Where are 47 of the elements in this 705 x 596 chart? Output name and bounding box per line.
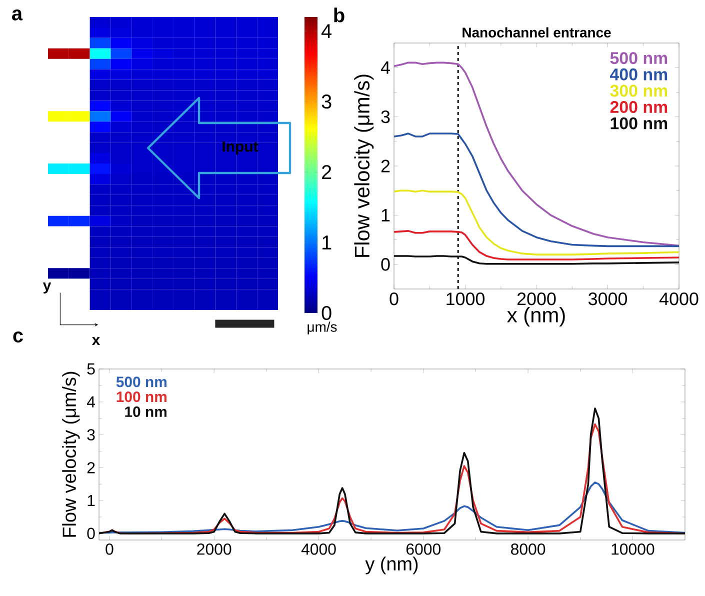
x-tick-label: 2000 [517, 292, 556, 306]
x-tick-label: 6000 [406, 544, 440, 555]
text: 200 nm [610, 101, 668, 114]
y-tick-label: 2 [381, 160, 390, 172]
text: 10 nm [125, 406, 166, 418]
color-bar-label: 1 [322, 236, 332, 250]
text: c [13, 332, 23, 342]
x-tick-label: 4000 [301, 544, 336, 555]
x-tick-label: 4000 [659, 292, 698, 306]
text: a [12, 10, 23, 20]
x-tick-label: 0 [106, 544, 114, 555]
y-tick-label: 4 [380, 61, 390, 74]
y-tick-label: 4 [86, 396, 96, 408]
y-axis-title: Flow velocity (μm/s) [354, 74, 374, 257]
text: 500 nm [116, 376, 166, 388]
x-tick-label: 8000 [511, 544, 546, 555]
y-tick-label: 3 [381, 110, 390, 124]
y-axis-title: Flow velocity (μm/s) [62, 372, 80, 537]
y-tick-label: 2 [87, 462, 95, 474]
text: 500 nm [610, 52, 668, 64]
y-tick-label: 1 [88, 495, 95, 506]
text: 100 nm [116, 392, 166, 402]
annotation: Input [222, 141, 258, 155]
chart-title: Nanochannel entrance [462, 27, 611, 38]
x-axis-title: x (nm) [507, 307, 565, 327]
color-bar-label: 0 [322, 306, 332, 320]
x-tick-label: 2000 [197, 544, 232, 555]
x-tick-label: 0 [390, 292, 398, 306]
y-tick-label: 1 [382, 209, 390, 222]
y-tick-label: 0 [87, 528, 95, 540]
text: x [92, 337, 100, 345]
text: 100 nm [610, 117, 668, 130]
y-tick-label: 3 [87, 429, 95, 440]
x-tick-label: 10000 [612, 544, 654, 555]
text: 400 nm [610, 68, 668, 80]
y-tick-label: 5 [87, 363, 95, 375]
x-tick-label: 1000 [446, 292, 484, 306]
annotation: y [42, 282, 52, 294]
color-bar-title: μm/s [308, 322, 337, 334]
x-axis-title: y (nm) [365, 556, 418, 574]
color-bar-label: 4 [321, 24, 332, 38]
color-bar-label: 2 [322, 165, 332, 179]
color-bar-label: 3 [322, 94, 332, 109]
text: 300 nm [610, 84, 668, 97]
text: b [334, 8, 344, 22]
y-tick-label: 0 [381, 258, 390, 271]
x-tick-label: 3000 [588, 292, 627, 306]
